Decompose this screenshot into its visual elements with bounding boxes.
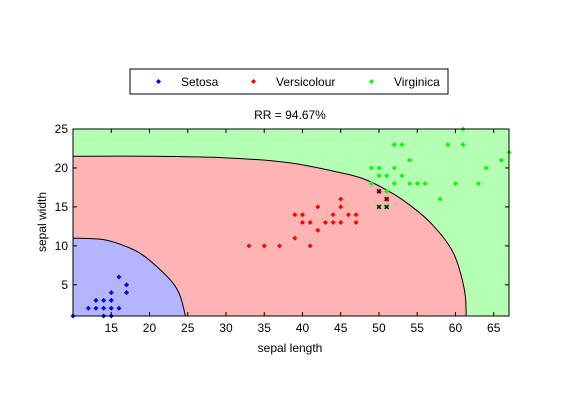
y-tick-label: 25 (55, 122, 69, 136)
point-misclassified (384, 196, 390, 202)
point-setosa (93, 297, 99, 303)
point-versicolour (353, 220, 359, 225)
point-versicolour (315, 227, 321, 233)
point-virginica (399, 142, 405, 148)
x-tick-label: 20 (143, 321, 157, 335)
point-versicolour (299, 212, 305, 218)
point-versicolour (292, 212, 298, 218)
x-tick-label: 45 (334, 321, 348, 335)
x-tick-label: 25 (181, 321, 195, 335)
x-tick-label: 60 (449, 321, 463, 335)
point-setosa (108, 297, 114, 303)
region-setosa (73, 238, 186, 316)
point-misclassified (376, 204, 382, 210)
legend-marker-versicolour (251, 79, 256, 84)
point-versicolour (277, 243, 283, 249)
point-virginica (445, 142, 451, 148)
point-virginica (414, 181, 420, 187)
boundary-setosa (72, 237, 186, 317)
point-virginica (368, 181, 374, 187)
legend-label-setosa: Setosa (181, 75, 219, 89)
point-virginica (391, 181, 397, 187)
point-versicolour (353, 212, 359, 218)
point-versicolour (330, 212, 336, 218)
point-setosa (101, 305, 107, 311)
y-tick-label: 10 (55, 239, 69, 253)
point-versicolour (338, 220, 344, 225)
point-setosa (93, 305, 99, 311)
point-virginica (498, 157, 504, 163)
point-virginica (437, 196, 443, 202)
y-axis-label: sepal width (35, 192, 49, 252)
chart-title: RR = 94.67% (254, 108, 326, 122)
legend-entry-versicolour: Versicolour (251, 75, 335, 89)
point-versicolour (338, 204, 344, 210)
point-virginica (376, 165, 382, 171)
x-tick-label: 55 (411, 321, 425, 335)
x-tick-label: 40 (296, 321, 310, 335)
point-setosa (116, 305, 122, 311)
y-tick-label: 15 (55, 200, 69, 214)
legend-frame (129, 68, 449, 95)
point-versicolour (315, 204, 321, 210)
point-versicolour (338, 196, 344, 202)
point-versicolour (307, 243, 313, 249)
point-versicolour (330, 220, 336, 225)
region-versicolour (73, 156, 467, 316)
point-virginica (384, 173, 390, 179)
legend-entry-setosa: Setosa (156, 75, 219, 89)
x-tick-label: 65 (487, 321, 501, 335)
point-virginica (391, 142, 397, 148)
x-tick-label: 35 (258, 321, 272, 335)
point-setosa (101, 297, 107, 303)
point-virginica (368, 165, 374, 171)
plot-area: 15 20 25 30 35 40 45 50 55 60 65 5 10 15 20 25 (55, 122, 512, 335)
axes-frame (72, 128, 510, 317)
point-misclassified (376, 188, 382, 194)
legend-marker-virginica (369, 79, 374, 84)
point-virginica (391, 165, 397, 171)
point-virginica (399, 173, 405, 179)
point-virginica (407, 157, 413, 163)
legend: Setosa Versicolour Virginica (129, 68, 449, 95)
x-tick-label: 30 (219, 321, 233, 335)
point-versicolour (345, 212, 351, 218)
x-tick-label: 50 (372, 321, 386, 335)
point-virginica (384, 188, 390, 194)
boundary-versicolour (72, 155, 467, 317)
point-versicolour (261, 243, 267, 249)
point-setosa (108, 290, 114, 296)
point-versicolour (292, 235, 298, 241)
point-virginica (483, 165, 489, 171)
point-setosa (124, 290, 130, 296)
decision-regions (72, 129, 509, 317)
point-virginica (460, 142, 466, 148)
x-tick-label: 15 (105, 321, 119, 335)
point-versicolour (246, 243, 252, 249)
legend-entry-virginica: Virginica (369, 75, 440, 89)
point-setosa (85, 305, 91, 311)
point-virginica (376, 173, 382, 179)
legend-marker-setosa (156, 79, 161, 84)
point-versicolour (322, 220, 328, 225)
point-setosa (116, 274, 122, 280)
point-versicolour (299, 220, 305, 225)
y-tick-label: 5 (61, 278, 68, 292)
point-setosa (108, 305, 114, 311)
legend-label-versicolour: Versicolour (276, 75, 335, 89)
point-virginica (422, 181, 428, 187)
x-axis-label: sepal length (258, 341, 323, 355)
point-misclassified (384, 204, 390, 210)
y-tick-label: 20 (55, 161, 69, 175)
point-virginica (452, 181, 458, 187)
legend-label-virginica: Virginica (394, 75, 440, 89)
point-setosa (124, 282, 130, 288)
y-axis-ticks: 5 10 15 20 25 (55, 122, 509, 292)
x-axis-ticks: 15 20 25 30 35 40 45 50 55 60 65 (105, 129, 501, 335)
point-virginica (407, 181, 413, 187)
point-versicolour (307, 220, 313, 225)
point-virginica (475, 181, 481, 187)
